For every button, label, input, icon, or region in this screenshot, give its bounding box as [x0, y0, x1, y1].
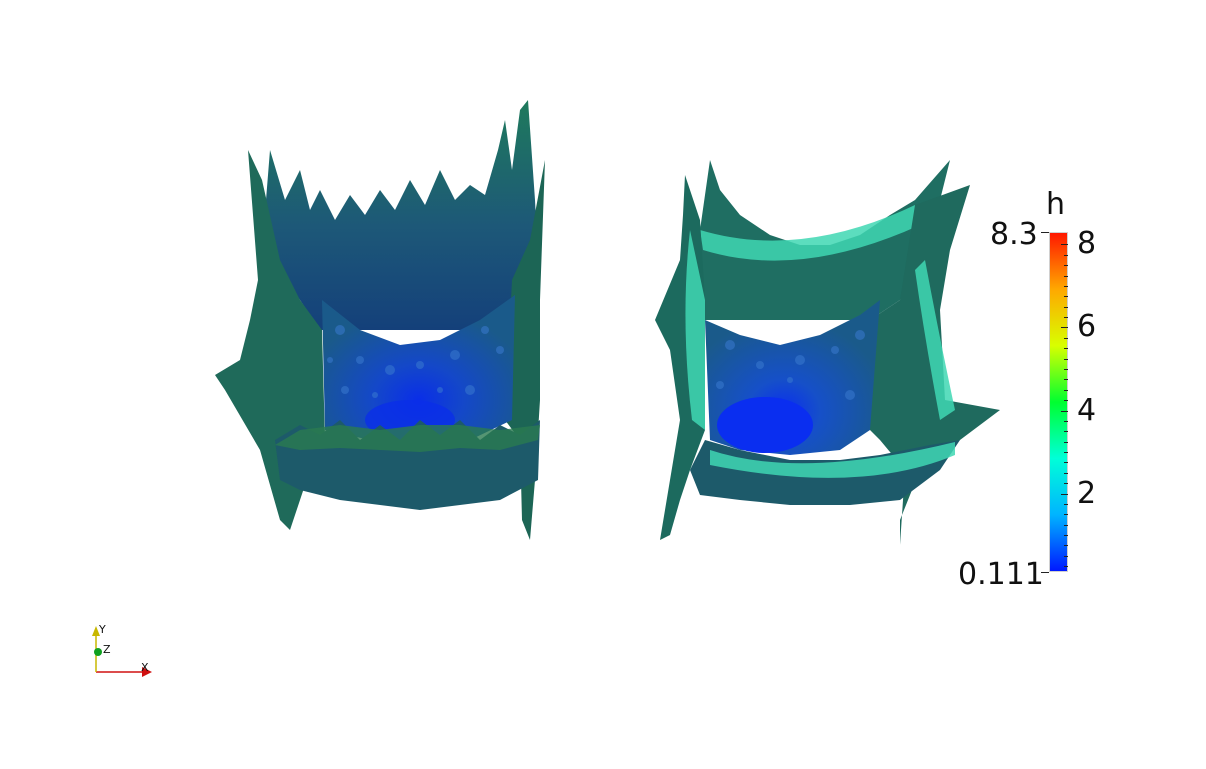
colorbar-min-label: 0.111 — [958, 557, 1044, 592]
colorbar-tick-mark — [1061, 410, 1068, 412]
colorbar-tick-mark — [1064, 545, 1068, 547]
colorbar-tick-mark — [1064, 389, 1068, 391]
colorbar-end-tick — [1041, 232, 1049, 233]
colorbar-tick-label: 2 — [1077, 475, 1097, 511]
colorbar-tick-mark — [1064, 555, 1068, 557]
colorbar — [1049, 232, 1068, 572]
colorbar-tick-mark — [1064, 296, 1068, 298]
z-axis-label: Z — [103, 643, 111, 656]
colorbar-max-label: 8.3 — [990, 217, 1038, 252]
x-axis-arrow-icon — [142, 667, 152, 677]
colorbar-tick-mark — [1064, 379, 1068, 381]
colorbar-tick-mark — [1064, 472, 1068, 474]
colorbar-tick-mark — [1064, 503, 1068, 505]
colorbar-tick-mark — [1064, 275, 1068, 277]
colorbar-tick-mark — [1064, 462, 1068, 464]
colorbar-tick-mark — [1064, 317, 1068, 319]
colorbar-tick-mark — [1064, 441, 1068, 443]
colorbar-tick-mark — [1061, 493, 1068, 495]
colorbar-tick-mark — [1064, 285, 1068, 287]
x-axis-label: X — [141, 661, 149, 674]
colorbar-tick-mark — [1064, 265, 1068, 267]
colorbar-tick-mark — [1061, 244, 1068, 246]
colorbar-tick-mark — [1064, 431, 1068, 433]
colorbar-tick-mark — [1061, 327, 1068, 329]
colorbar-tick-label: 8 — [1077, 226, 1097, 262]
orientation-axes: X Y Z — [92, 623, 152, 677]
colorbar-tick-mark — [1064, 566, 1068, 568]
colorbar-tick-mark — [1064, 535, 1068, 537]
colorbar-tick-label: 4 — [1077, 392, 1097, 428]
colorbar-tick-mark — [1064, 358, 1068, 360]
colorbar-title: h — [1046, 187, 1066, 222]
colorbar-tick-mark — [1064, 369, 1068, 370]
colorbar-tick-mark — [1064, 452, 1068, 454]
colorbar-tick-mark — [1064, 420, 1068, 422]
colorbar-tick-mark — [1064, 524, 1068, 526]
colorbar-tick-mark — [1064, 306, 1068, 308]
colorbar-end-tick — [1041, 572, 1049, 573]
colorbar-tick-mark — [1064, 514, 1068, 516]
left-surface — [215, 100, 545, 540]
right-surface — [655, 160, 1000, 545]
colorbar-tick-mark — [1064, 348, 1068, 350]
colorbar-tick-mark — [1064, 400, 1068, 402]
colorbar-tick-mark — [1064, 483, 1068, 485]
colorbar-tick-mark — [1064, 254, 1068, 256]
z-axis-dot-icon — [94, 648, 102, 656]
y-axis-arrow-icon — [92, 626, 100, 636]
y-axis-label: Y — [98, 623, 106, 636]
colorbar-tick-mark — [1064, 337, 1068, 339]
colorbar-tick-label: 6 — [1077, 309, 1097, 345]
